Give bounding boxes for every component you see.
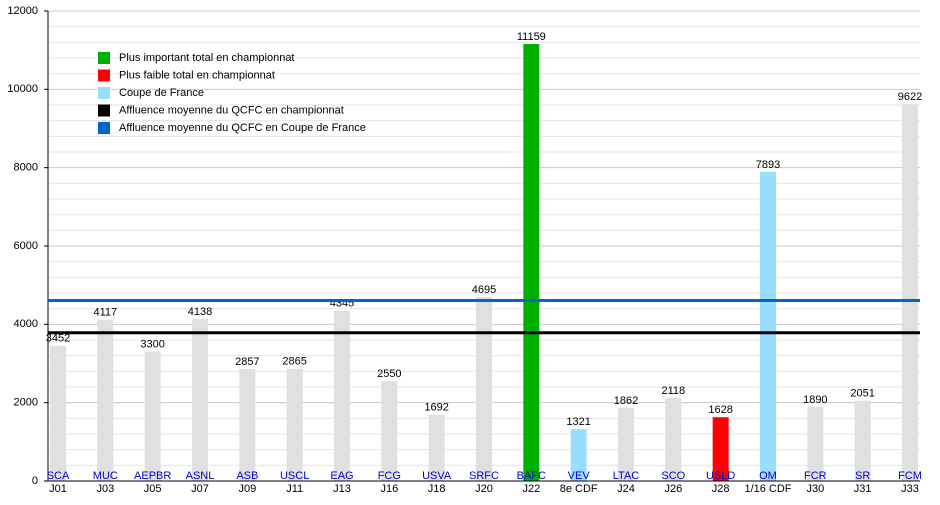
legend-label: Affluence moyenne du QCFC en championnat: [119, 104, 344, 116]
team-label[interactable]: FCR: [804, 470, 827, 482]
x-tick-label: J31: [854, 483, 872, 495]
x-tick-label: J01: [49, 483, 67, 495]
bar: [239, 369, 256, 481]
x-tick-label: J24: [617, 483, 635, 495]
value-label: 1692: [424, 402, 448, 414]
x-tick-label: J05: [144, 483, 162, 495]
value-label: 2118: [662, 385, 686, 397]
x-tick-label: 1/16 CDF: [744, 483, 791, 495]
x-tick-label: J33: [901, 483, 919, 495]
x-tick-label: J18: [428, 483, 446, 495]
team-label[interactable]: ASB: [236, 470, 258, 482]
team-label[interactable]: ASNL: [186, 470, 215, 482]
bar: [50, 345, 66, 481]
team-label[interactable]: MUC: [93, 470, 118, 482]
legend-swatch: [98, 104, 110, 117]
bar: [334, 310, 350, 481]
bar: [712, 417, 729, 481]
team-label[interactable]: SCO: [661, 470, 685, 482]
value-label: 2857: [235, 356, 259, 368]
bar: [854, 400, 871, 481]
x-tick-label: J16: [380, 483, 398, 495]
team-label[interactable]: EAG: [330, 470, 353, 482]
y-tick-label: 8000: [14, 162, 38, 174]
x-tick-label: 8e CDF: [560, 483, 598, 495]
team-label[interactable]: USVA: [422, 470, 452, 482]
legend-label: Plus faible total en championnat: [119, 69, 275, 81]
y-tick-label: 10000: [7, 83, 38, 95]
value-label: 2051: [850, 388, 874, 400]
team-label[interactable]: LTAC: [613, 470, 640, 482]
bar: [192, 318, 208, 481]
team-label[interactable]: USLD: [706, 470, 735, 482]
bar: [286, 368, 303, 481]
x-tick-label: J22: [522, 483, 540, 495]
legend-swatch: [98, 87, 110, 99]
legend-swatch: [98, 69, 110, 82]
legend-swatch: [98, 52, 110, 64]
value-label: 4138: [188, 306, 212, 318]
legend-swatch: [98, 122, 110, 134]
team-label[interactable]: AEPBR: [134, 470, 171, 482]
value-label: 1321: [566, 416, 590, 428]
y-tick-label: 0: [32, 475, 38, 487]
team-label[interactable]: SCA: [47, 470, 70, 482]
x-tick-label: J26: [664, 483, 682, 495]
value-label: 2865: [282, 356, 306, 368]
value-label: 1862: [614, 395, 638, 407]
bar: [665, 398, 682, 481]
value-label: 1890: [803, 394, 827, 406]
y-tick-label: 6000: [14, 240, 38, 252]
y-tick-label: 4000: [14, 318, 38, 330]
bar: [428, 414, 445, 481]
x-tick-label: J03: [96, 483, 114, 495]
value-label: 9622: [898, 91, 922, 103]
team-label[interactable]: SRFC: [469, 470, 499, 482]
bar: [381, 381, 398, 481]
bar: [144, 351, 161, 481]
legend-label: Affluence moyenne du QCFC en Coupe de Fr…: [119, 122, 366, 134]
bar: [570, 429, 587, 481]
x-tick-label: J09: [238, 483, 256, 495]
value-label: 3452: [46, 333, 70, 345]
team-label[interactable]: FCM: [898, 470, 922, 482]
team-label[interactable]: USCL: [280, 470, 309, 482]
value-label: 4695: [472, 284, 496, 296]
bar: [97, 319, 114, 481]
x-tick-label: J28: [712, 483, 730, 495]
legend-label: Plus important total en championnat: [119, 52, 295, 64]
value-label: 1628: [708, 404, 732, 416]
bar: [807, 406, 824, 481]
x-tick-label: J13: [333, 483, 351, 495]
y-tick-label: 12000: [7, 5, 38, 17]
bar: [760, 171, 776, 482]
bar: [902, 104, 918, 481]
value-label: 3300: [140, 339, 164, 351]
value-label: 4117: [94, 307, 118, 319]
x-tick-label: J30: [806, 483, 824, 495]
x-tick-label: J07: [191, 483, 209, 495]
x-tick-label: J20: [475, 483, 493, 495]
legend-label: Coupe de France: [119, 87, 204, 99]
value-label: 7893: [756, 159, 780, 171]
x-tick-label: J11: [286, 483, 303, 495]
bar: [618, 408, 634, 481]
y-tick-label: 2000: [14, 397, 38, 409]
value-label: 11159: [517, 31, 546, 43]
team-label[interactable]: SR: [855, 470, 870, 482]
team-label[interactable]: FCG: [378, 470, 401, 482]
bar: [523, 43, 540, 481]
team-label[interactable]: OM: [759, 470, 777, 482]
team-label[interactable]: VEV: [568, 470, 591, 482]
team-label[interactable]: BAFC: [517, 470, 546, 482]
bar: [476, 297, 492, 481]
value-label: 2550: [377, 368, 401, 380]
